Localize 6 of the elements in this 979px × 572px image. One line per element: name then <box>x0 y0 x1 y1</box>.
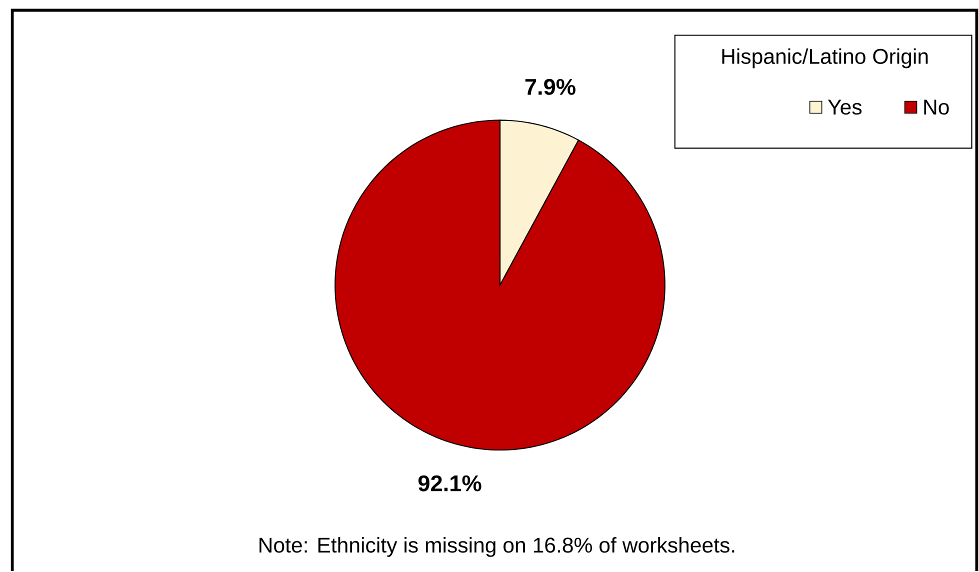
legend-title: Hispanic/Latino Origin <box>722 48 928 68</box>
legend-label: No <box>924 100 949 114</box>
data-label: 7.9% <box>525 78 576 95</box>
text: Note: Ethnicity is missing on 16.8% of worksheets. <box>260 536 734 557</box>
data-label: 92.1% <box>418 475 482 492</box>
legend-label: Yes <box>828 100 862 114</box>
